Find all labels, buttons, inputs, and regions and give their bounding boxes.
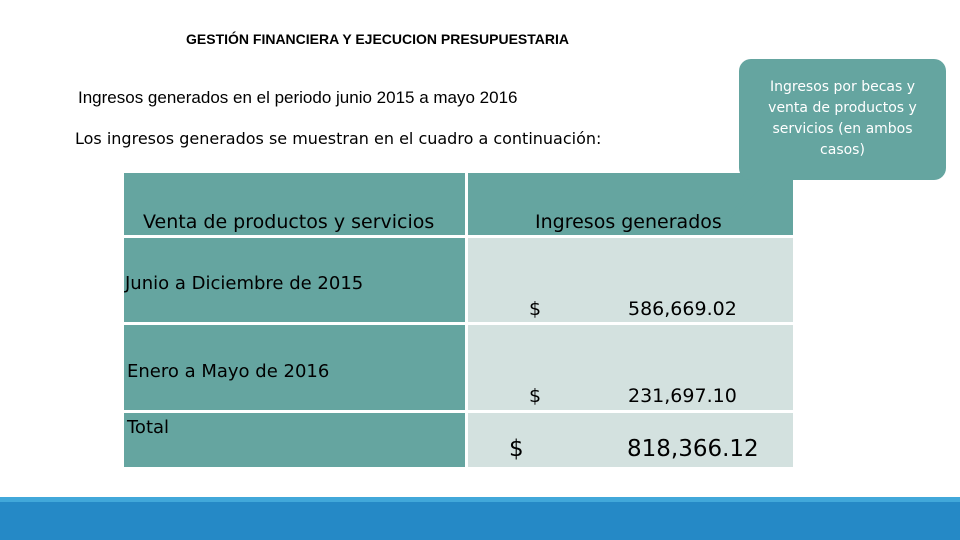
row-currency-symbol: $ bbox=[529, 385, 542, 407]
table-header-sales-label: Venta de productos y servicios bbox=[143, 211, 435, 233]
footer-accent-bar bbox=[0, 497, 960, 502]
total-currency-symbol: $ bbox=[509, 436, 524, 462]
row-label-jan-may-2016: Enero a Mayo de 2016 bbox=[127, 361, 330, 382]
table-row-value-cell bbox=[468, 325, 793, 410]
row-label-jun-dec-2015: Junio a Diciembre de 2015 bbox=[125, 273, 364, 294]
table-total-label-cell bbox=[124, 413, 465, 467]
total-amount: 818,366.12 bbox=[627, 436, 759, 462]
row-label-total: Total bbox=[127, 417, 170, 438]
row-amount-jan-may-2016: 231,697.10 bbox=[628, 385, 737, 407]
table-row-label-cell bbox=[124, 238, 465, 322]
table-header-cell-sales bbox=[124, 173, 465, 235]
row-currency-symbol: $ bbox=[529, 298, 542, 320]
row-amount-jun-dec-2015: 586,669.02 bbox=[628, 298, 737, 320]
section-subtitle: Ingresos generados en el periodo junio 2… bbox=[78, 88, 518, 107]
table-row-value-cell bbox=[468, 238, 793, 322]
intro-text: Los ingresos generados se muestran en el… bbox=[75, 129, 602, 148]
table-total-value-cell bbox=[468, 413, 793, 467]
table-row-label-cell bbox=[124, 325, 465, 410]
page-title: GESTIÓN FINANCIERA Y EJECUCION PRESUPUES… bbox=[186, 31, 569, 47]
footer-bar bbox=[0, 502, 960, 540]
table-header-income-label: Ingresos generados bbox=[535, 211, 722, 233]
callout-bubble: Ingresos por becas y venta de productos … bbox=[739, 59, 946, 180]
callout-text: Ingresos por becas y venta de productos … bbox=[768, 79, 917, 158]
